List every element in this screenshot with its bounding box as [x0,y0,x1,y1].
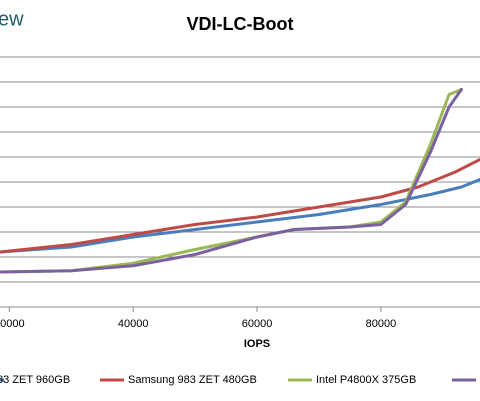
x-tick-label: 20000 [0,318,25,330]
x-tick-label: 60000 [242,318,273,330]
x-tick-label: 80000 [366,318,397,330]
logo-text: ew [0,8,24,30]
x-axis-title: IOPS [244,338,270,350]
series-line [0,88,463,274]
x-tick-label: 40000 [118,318,149,330]
series-line [0,178,480,254]
legend-label: 83 ZET 960GB [0,374,70,386]
series-line [0,158,480,254]
chart-title: VDI-LC-Boot [187,14,294,34]
legend-label: Intel P4800X 375GB [316,374,416,386]
legend-label: Samsung 983 ZET 480GB [128,374,257,386]
